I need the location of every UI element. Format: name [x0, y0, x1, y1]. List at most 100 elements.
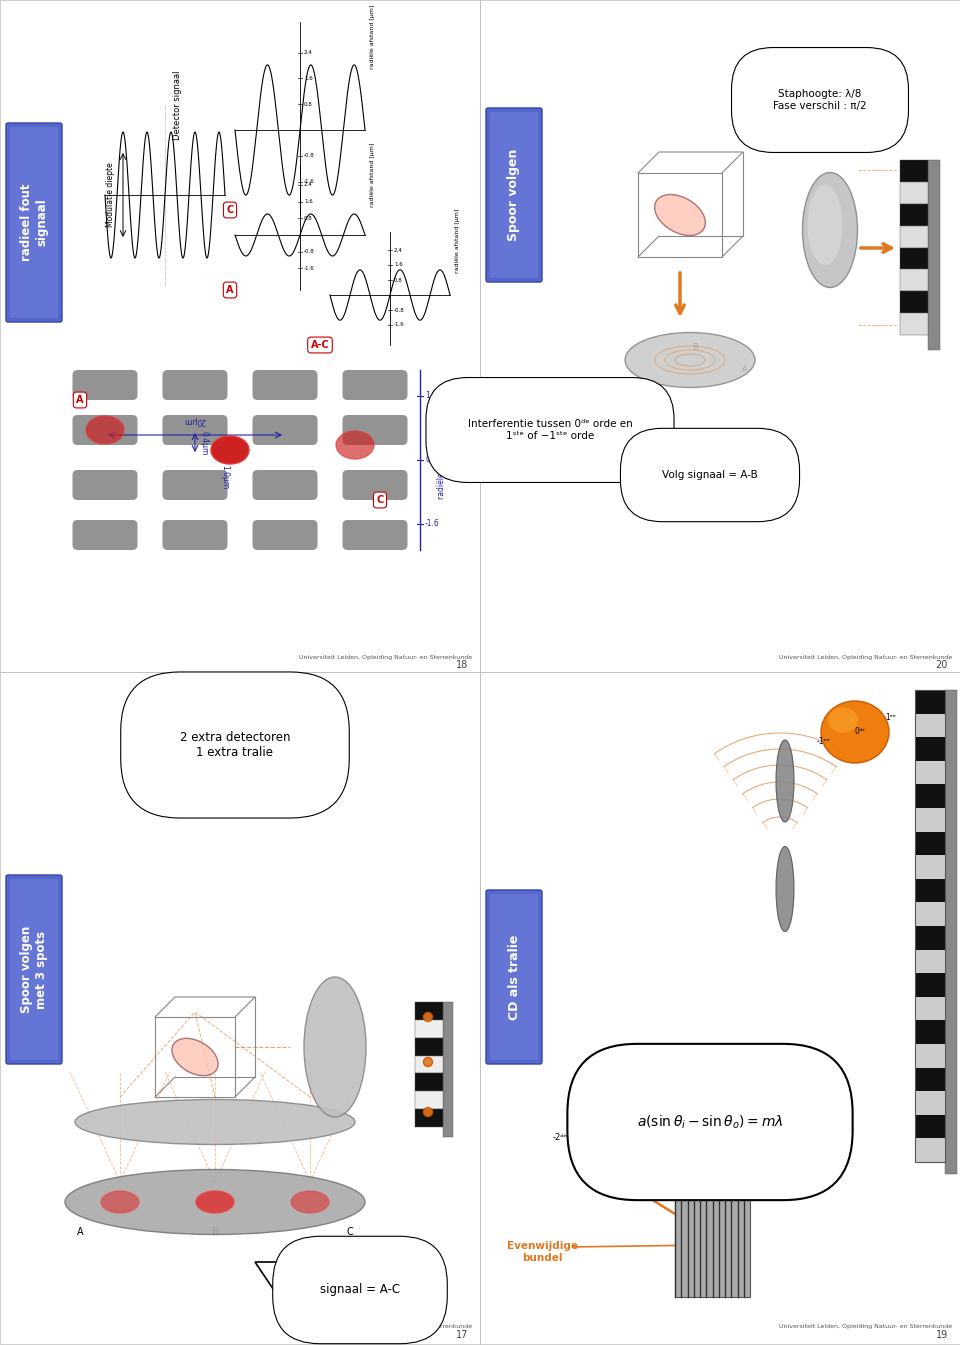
Bar: [900, 247, 928, 269]
Text: -: -: [304, 1276, 308, 1287]
FancyBboxPatch shape: [73, 469, 137, 500]
Text: A: A: [77, 1227, 84, 1237]
Text: +: +: [274, 1276, 282, 1287]
Text: radieel fout
signaal: radieel fout signaal: [20, 184, 48, 261]
Text: Universiteit Leiden, Opleiding Natuur- en Sterrenkunde: Universiteit Leiden, Opleiding Natuur- e…: [779, 1323, 952, 1329]
FancyBboxPatch shape: [252, 370, 318, 399]
Text: 0ᵈᵉ: 0ᵈᵉ: [658, 1059, 670, 1067]
Bar: [915, 737, 945, 761]
Text: 2.4: 2.4: [304, 183, 313, 187]
Bar: [915, 1044, 945, 1068]
Bar: [915, 1115, 945, 1138]
Bar: [415, 1002, 443, 1020]
Bar: [915, 1068, 945, 1091]
Bar: [900, 160, 928, 182]
Text: 1ᵉᵉ: 1ᵉᵉ: [885, 713, 896, 721]
Bar: [915, 690, 945, 714]
Ellipse shape: [423, 1013, 433, 1021]
Text: CD als tralie: CD als tralie: [508, 935, 520, 1020]
Bar: [0, 0, 480, 672]
Bar: [900, 313, 928, 335]
Ellipse shape: [336, 430, 374, 459]
Text: -1.6: -1.6: [394, 323, 405, 327]
Text: A: A: [76, 395, 84, 405]
Bar: [415, 1091, 443, 1110]
Text: C: C: [376, 495, 384, 504]
Bar: [415, 1020, 443, 1038]
Bar: [443, 1002, 453, 1137]
Text: Detector signaal: Detector signaal: [173, 70, 182, 140]
FancyBboxPatch shape: [10, 880, 58, 1060]
FancyBboxPatch shape: [162, 370, 228, 399]
Text: signaal = A-C: signaal = A-C: [320, 1283, 400, 1297]
Text: 0ᵈᵉ: 0ᵈᵉ: [854, 728, 866, 737]
Ellipse shape: [803, 172, 857, 288]
Text: 1.6: 1.6: [425, 391, 437, 401]
Text: 2.4: 2.4: [394, 247, 403, 253]
FancyBboxPatch shape: [252, 521, 318, 550]
Bar: [675, 1182, 750, 1297]
Bar: [915, 1091, 945, 1115]
Bar: [928, 160, 940, 350]
Text: -1.6: -1.6: [425, 519, 440, 529]
FancyBboxPatch shape: [343, 370, 407, 399]
Bar: [915, 974, 945, 997]
Text: radiële afstand [μm]: radiële afstand [μm]: [370, 5, 375, 69]
Polygon shape: [255, 1262, 330, 1317]
Bar: [945, 690, 957, 1174]
Text: Evenwijdige
bundel: Evenwijdige bundel: [507, 1241, 578, 1263]
Bar: [480, 672, 960, 1344]
Bar: [900, 226, 928, 247]
Ellipse shape: [291, 1192, 329, 1213]
Text: -0.8: -0.8: [394, 308, 405, 312]
Bar: [415, 1038, 443, 1056]
Text: 1ᵉᵉ: 1ᵉᵉ: [731, 1053, 743, 1063]
Text: Universiteit Leiden, Opleiding Natuur- en Sterrenkunde: Universiteit Leiden, Opleiding Natuur- e…: [779, 655, 952, 660]
Text: A-C: A-C: [311, 340, 329, 350]
Bar: [915, 714, 945, 737]
Text: 18: 18: [456, 660, 468, 670]
Text: 1.0µm: 1.0µm: [221, 465, 229, 490]
Ellipse shape: [101, 1192, 139, 1213]
Text: -0.8: -0.8: [304, 153, 315, 159]
Bar: [915, 902, 945, 925]
FancyBboxPatch shape: [252, 469, 318, 500]
FancyBboxPatch shape: [162, 416, 228, 445]
FancyBboxPatch shape: [6, 122, 62, 321]
FancyBboxPatch shape: [73, 370, 137, 399]
Text: 0.4µm: 0.4µm: [200, 430, 209, 455]
Text: -1ᵉᵉ: -1ᵉᵉ: [816, 737, 830, 746]
Text: Volg signaal = A-B: Volg signaal = A-B: [662, 469, 757, 480]
Ellipse shape: [807, 186, 843, 265]
Ellipse shape: [821, 701, 889, 763]
Text: B: B: [211, 1227, 218, 1237]
Ellipse shape: [211, 436, 249, 464]
Ellipse shape: [196, 1192, 234, 1213]
Bar: [915, 1138, 945, 1162]
Text: -1.6: -1.6: [304, 266, 315, 270]
FancyBboxPatch shape: [73, 416, 137, 445]
Bar: [915, 878, 945, 902]
Text: 20: 20: [936, 660, 948, 670]
FancyBboxPatch shape: [486, 890, 542, 1064]
Ellipse shape: [776, 846, 794, 932]
FancyBboxPatch shape: [73, 521, 137, 550]
FancyBboxPatch shape: [343, 469, 407, 500]
Bar: [0, 672, 480, 1344]
FancyBboxPatch shape: [10, 126, 58, 317]
Bar: [915, 1021, 945, 1044]
Ellipse shape: [423, 1057, 433, 1067]
FancyBboxPatch shape: [486, 108, 542, 282]
Text: 1.6: 1.6: [304, 199, 313, 204]
Bar: [915, 690, 945, 1162]
Bar: [900, 269, 928, 292]
Text: 2ᵈᵉ: 2ᵈᵉ: [791, 1068, 804, 1077]
Bar: [415, 1110, 443, 1127]
Text: 2 extra detectoren
1 extra tralie: 2 extra detectoren 1 extra tralie: [180, 730, 290, 759]
Text: radiële afstand [μm]: radiële afstand [μm]: [438, 421, 446, 499]
Ellipse shape: [65, 1170, 365, 1235]
Ellipse shape: [304, 976, 366, 1116]
Bar: [915, 784, 945, 808]
FancyBboxPatch shape: [343, 416, 407, 445]
Text: Spoor volgen
met 3 spots: Spoor volgen met 3 spots: [20, 925, 48, 1013]
